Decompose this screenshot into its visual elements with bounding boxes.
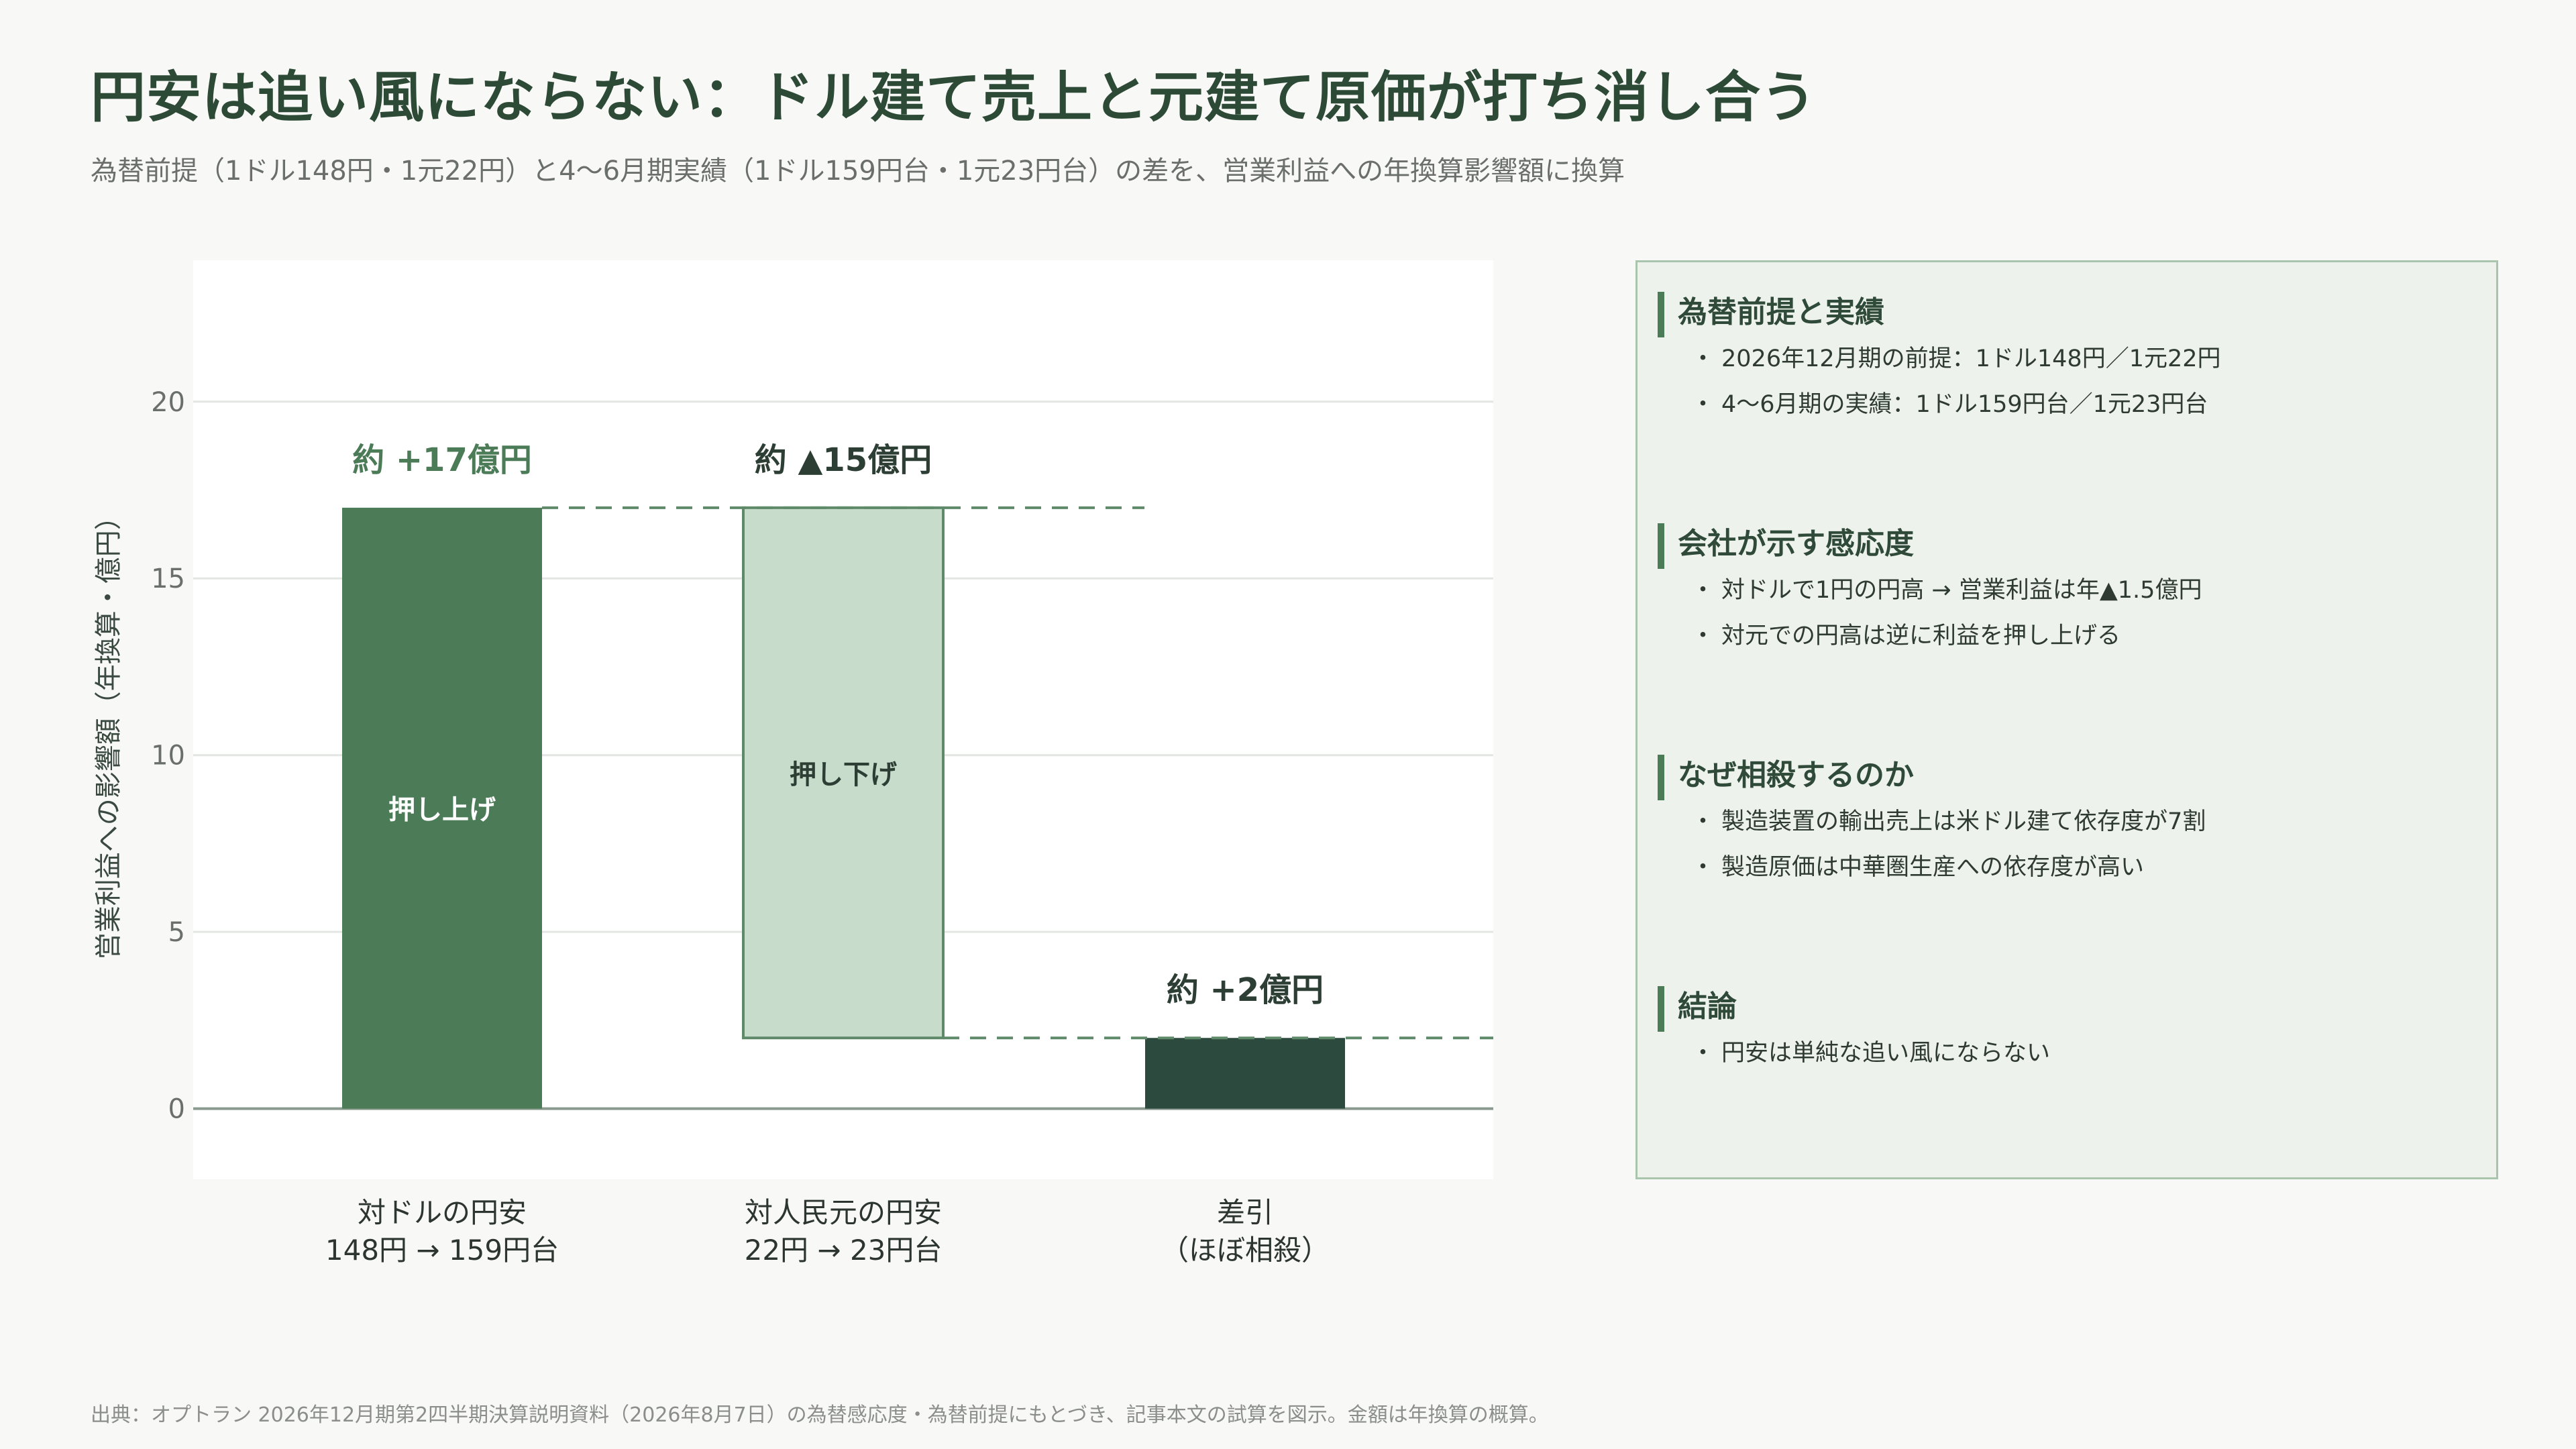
section-accent-bar: [1658, 986, 1664, 1032]
y-tick-label: 0: [168, 1094, 185, 1125]
bar: [342, 507, 542, 1109]
data-label: 約 +17億円: [352, 441, 532, 479]
panel-section-conclusion: 結論 ・円安は単純な追い風にならない: [1658, 983, 2050, 1076]
y-tick-label: 15: [151, 564, 185, 594]
section-accent-bar: [1658, 755, 1664, 800]
list-item: ・製造装置の輸出売上は米ドル建て依存度が7割: [1691, 808, 2206, 835]
x-tick-label: 22円 → 23円台: [745, 1234, 943, 1267]
page-subtitle: 為替前提（1ドル148円・1元22円）と4〜6月期実績（1ドル159円台・1元2…: [91, 156, 1625, 186]
panel-section-sensitivity: 会社が示す感応度 ・対ドルで1円の円高 → 営業利益は年▲1.5億円 ・対元での…: [1658, 521, 2202, 659]
y-axis-label: 営業利益への影響額（年換算・億円）: [93, 503, 124, 959]
x-tick-label: （ほぼ相殺）: [1161, 1234, 1330, 1267]
x-tick-label: 対人民元の円安: [745, 1196, 942, 1229]
list-item: ・ 4〜6月期の実績：1ドル159円台／1元23円台: [1691, 391, 2208, 418]
panel-section-assumptions: 為替前提と実績 ・ 2026年12月期の前提：1ドル148円／1元22円 ・ 4〜6…: [1658, 289, 2221, 427]
section-accent-bar: [1658, 292, 1664, 337]
x-tick-label: 対ドルの円安: [358, 1196, 527, 1229]
list-item: ・ 2026年12月期の前提：1ドル148円／1元22円: [1691, 345, 2221, 372]
info-panel: 為替前提と実績 ・ 2026年12月期の前提：1ドル148円／1元22円 ・ 4〜6…: [1635, 260, 2498, 1179]
section-accent-bar: [1658, 523, 1664, 569]
y-tick-label: 20: [151, 387, 185, 418]
source-footnote: 出典：オプトラン 2026年12月期第2四半期決算説明資料（2026年8月7日）…: [91, 1403, 1549, 1427]
waterfall-chart: 0 5 10 15 20 営業利益への影響額（年換算・億円） 約 +17億円押し上げ対ドルの…: [93, 386, 1493, 1267]
bar-inner-label: 押し上げ: [388, 795, 496, 826]
data-label: 約 ▲15億円: [755, 441, 932, 479]
section-heading: なぜ相殺するのか: [1678, 758, 1914, 792]
bar: [1145, 1038, 1345, 1109]
bar-inner-label: 押し下げ: [790, 759, 897, 790]
panel-section-reason: なぜ相殺するのか ・製造装置の輸出売上は米ドル建て依存度が7割 ・製造原価は中華…: [1658, 752, 2206, 890]
bar: [742, 506, 945, 1040]
section-heading: 結論: [1678, 989, 1737, 1024]
page-title: 円安は追い風にならない：ドル建て売上と元建て原価が打ち消し合う: [91, 66, 1817, 129]
list-item: ・円安は単純な追い風にならない: [1691, 1040, 2051, 1067]
y-tick-label: 5: [168, 917, 185, 948]
x-tick-label: 148円 → 159円台: [325, 1234, 559, 1267]
section-heading: 会社が示す感応度: [1678, 527, 1914, 561]
list-item: ・対ドルで1円の円高 → 営業利益は年▲1.5億円: [1691, 577, 2202, 604]
y-tick-label: 10: [151, 741, 185, 771]
x-tick-label: 差引: [1217, 1196, 1273, 1229]
section-heading: 為替前提と実績: [1678, 295, 1884, 329]
data-label: 約 +2億円: [1167, 971, 1324, 1009]
list-item: ・対元での円高は逆に利益を押し上げる: [1691, 623, 2121, 649]
list-item: ・製造原価は中華圏生産への依存度が高い: [1691, 854, 2145, 881]
